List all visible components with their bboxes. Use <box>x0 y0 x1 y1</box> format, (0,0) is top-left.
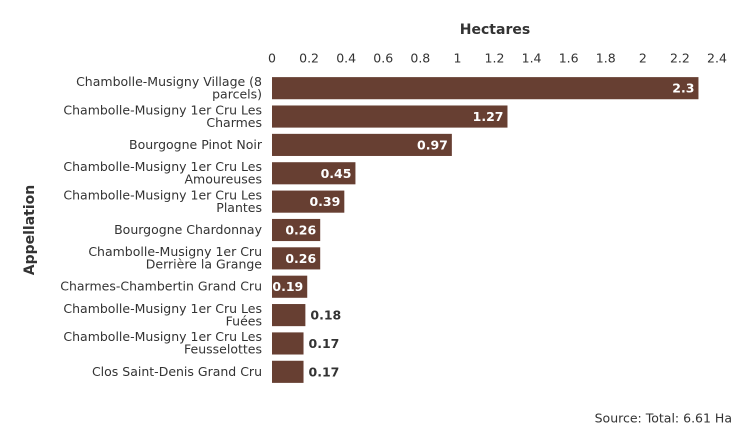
x-tick-label: 0 <box>268 51 276 66</box>
x-tick-label: 1.2 <box>485 51 505 66</box>
bar <box>272 105 508 128</box>
y-tick-label: Bourgogne Pinot Noir <box>129 136 263 151</box>
bar <box>272 360 304 383</box>
y-tick-label: Bourgogne Chardonnay <box>114 222 262 237</box>
x-tick-label: 1.4 <box>522 51 542 66</box>
y-tick-label: Chambolle-Musigny 1er Cru Les Plantes <box>63 187 262 215</box>
bar <box>272 190 345 213</box>
bar <box>272 332 304 355</box>
bar <box>272 275 308 298</box>
value-label: 0.19 <box>272 279 303 294</box>
value-label: 2.3 <box>672 81 694 96</box>
y-tick-label: Charmes-Chambertin Grand Cru <box>60 278 262 293</box>
x-tick-label: 2.4 <box>707 51 727 66</box>
y-tick-label: Chambolle-Musigny 1er Cru Les Fuées <box>63 300 262 328</box>
bar <box>272 304 306 327</box>
x-tick-label: 0.6 <box>373 51 393 66</box>
value-label: 0.45 <box>321 166 352 181</box>
x-tick-label: 1.8 <box>596 51 616 66</box>
x-tick-label: 1.6 <box>559 51 579 66</box>
y-tick-label: Clos Saint-Denis Grand Cru <box>92 363 262 378</box>
y-tick-label: Chambolle-Musigny 1er Cru Les Amoureuses <box>63 159 262 187</box>
value-label: 0.26 <box>285 223 316 238</box>
value-label: 0.39 <box>309 194 340 209</box>
value-label: 0.17 <box>309 364 340 379</box>
bar <box>272 218 321 242</box>
value-label: 1.27 <box>473 109 504 124</box>
x-tick-label: 0.4 <box>336 51 356 66</box>
value-label: 0.26 <box>285 251 316 266</box>
x-axis-title: Hectares <box>460 22 530 38</box>
x-tick-label: 2 <box>639 51 647 66</box>
value-label: 0.97 <box>417 137 448 152</box>
x-tick-label: 2.2 <box>670 51 690 66</box>
source-note: Source: Total: 6.61 Ha <box>595 411 732 426</box>
y-tick-label: Chambolle-Musigny Village (8 parcels) <box>76 73 262 101</box>
bar <box>272 77 699 100</box>
value-label: 0.18 <box>310 308 341 323</box>
x-tick-label: 0.8 <box>410 51 430 66</box>
bar <box>272 247 321 270</box>
x-tick-label: 1 <box>453 51 461 66</box>
bar <box>272 162 356 185</box>
y-tick-label: Chambolle-Musigny 1er Cru Les Charmes <box>63 102 262 130</box>
y-axis-title: Appellation <box>22 185 38 276</box>
y-tick-label: Chambolle-Musigny 1er Cru Les Feusselotte… <box>63 329 262 357</box>
y-tick-label: Chambolle-Musigny 1er Cru Derrière la Gra… <box>88 244 262 272</box>
bar <box>272 133 452 156</box>
x-tick-label: 0.2 <box>299 51 319 66</box>
value-label: 0.17 <box>309 336 340 351</box>
